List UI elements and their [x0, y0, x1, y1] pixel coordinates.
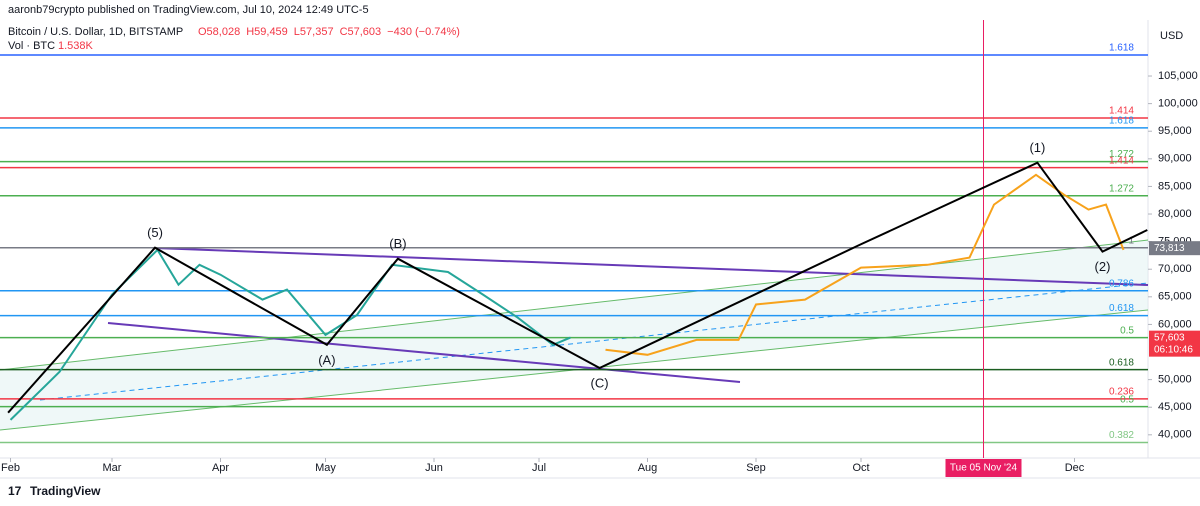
- x-tick-label: Apr: [212, 462, 229, 474]
- wave-label: (1): [1029, 140, 1045, 155]
- y-tick-label: 90,000: [1158, 153, 1192, 165]
- ohlc-value: H59,459: [246, 26, 288, 38]
- x-tick-label: Sep: [746, 462, 766, 474]
- crosshair-label: Tue 05 Nov '24: [950, 463, 1018, 474]
- wave-label: (2): [1095, 259, 1111, 274]
- byline: aaronb79crypto published on TradingView.…: [8, 4, 369, 16]
- ohlc-value: −430 (−0.74%): [387, 26, 460, 38]
- y-tick-label: 80,000: [1158, 208, 1192, 220]
- y-tick-label: 40,000: [1158, 429, 1192, 441]
- y-tick-label: 85,000: [1158, 180, 1192, 192]
- brand: TradingView: [30, 484, 101, 498]
- brand-logo: 17: [8, 484, 22, 498]
- fib-label: 1.414: [1109, 106, 1134, 117]
- price-marker-label: 57,603: [1154, 332, 1185, 343]
- price-marker: [1149, 330, 1200, 357]
- trend-line: [154, 247, 1149, 286]
- fib-label: 1.618: [1109, 43, 1134, 54]
- x-tick-label: Mar: [103, 462, 122, 474]
- price-line: [7, 161, 1148, 414]
- wave-label: (C): [591, 375, 609, 390]
- fib-label: 0.786: [1109, 278, 1134, 289]
- fib-label: 0.5: [1120, 325, 1134, 336]
- ohlc-value: L57,357: [294, 26, 334, 38]
- x-tick-label: Dec: [1065, 462, 1085, 474]
- currency: USD: [1160, 30, 1183, 42]
- volume-label: Vol · BTC: [8, 40, 55, 52]
- price-marker-countdown: 06:10:46: [1154, 344, 1193, 355]
- symbol-title: Bitcoin / U.S. Dollar, 1D, BITSTAMP: [8, 26, 183, 38]
- fib-label: 1: [1128, 235, 1134, 246]
- fib-label: 1.414: [1109, 155, 1134, 166]
- fib-label: 1.272: [1109, 183, 1134, 194]
- x-tick-label: Jun: [425, 462, 443, 474]
- y-tick-label: 95,000: [1158, 125, 1192, 137]
- y-tick-label: 100,000: [1158, 98, 1198, 110]
- channel-line: [0, 239, 1149, 371]
- y-tick-label: 65,000: [1158, 291, 1192, 303]
- fib-label: 1.618: [1109, 116, 1134, 127]
- trend-line: [107, 322, 741, 383]
- fib-label: 0.236: [1109, 387, 1134, 398]
- fib-label: 1.272: [1109, 149, 1134, 160]
- wave-label: (A): [318, 352, 335, 367]
- ohlc-value: C57,603: [340, 26, 382, 38]
- wave-label: (5): [147, 225, 163, 240]
- price-line: [9, 248, 571, 421]
- channel-fill: [0, 240, 1148, 430]
- y-tick-label: 105,000: [1158, 70, 1198, 82]
- dashed-line: [39, 282, 1149, 401]
- fib-label: 0.618: [1109, 357, 1134, 368]
- x-tick-label: Aug: [638, 462, 658, 474]
- fib-label: 0.618: [1109, 303, 1134, 314]
- fib-label: 0.5: [1120, 394, 1134, 405]
- x-tick-label: Jul: [532, 462, 546, 474]
- price-marker-label: 73,813: [1154, 243, 1185, 254]
- y-tick-label: 50,000: [1158, 374, 1192, 386]
- price-line: [605, 173, 1125, 356]
- y-tick-label: 70,000: [1158, 263, 1192, 275]
- x-tick-label: May: [315, 462, 336, 474]
- fib-label: 0.382: [1109, 430, 1134, 441]
- crosshair-label-bg: [945, 459, 1022, 477]
- wave-label: (B): [389, 236, 406, 251]
- y-tick-label: 60,000: [1158, 318, 1192, 330]
- volume-value: 1.538K: [58, 40, 94, 52]
- x-tick-label: Feb: [1, 462, 20, 474]
- ohlc-value: O58,028: [198, 26, 240, 38]
- price-marker: [1149, 241, 1200, 256]
- x-tick-label: Oct: [852, 462, 869, 474]
- y-tick-label: 45,000: [1158, 401, 1192, 413]
